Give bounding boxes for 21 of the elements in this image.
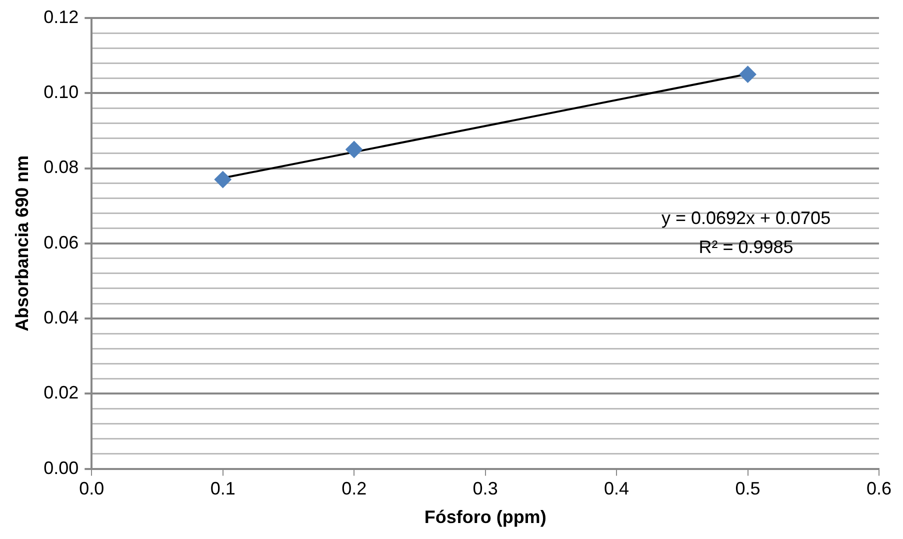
y-tick-label: 0.06	[44, 232, 79, 252]
x-tick-label: 0.4	[604, 478, 630, 499]
y-tick-label: 0.04	[44, 308, 79, 328]
point	[739, 66, 756, 83]
x-tick-label: 0.2	[342, 478, 367, 499]
y-tick-label: 0.08	[44, 157, 79, 178]
y-tick-label: 0.00	[44, 458, 79, 478]
x-tick-label: 0.5	[735, 478, 760, 499]
annotation: R² = 0.9985	[698, 236, 794, 257]
x-tick-label: 0.6	[866, 478, 892, 499]
x-tick-label: 0.1	[210, 478, 236, 499]
x-axis-title: Fósforo (ppm)	[424, 507, 546, 528]
y-axis-title: Absorbancia 690 nm	[12, 155, 32, 332]
point	[346, 140, 363, 158]
x-tick-label: 0.3	[472, 478, 498, 499]
y-tick-label: 0.12	[44, 6, 79, 27]
point	[214, 171, 232, 188]
annotation: y = 0.0692x + 0.0705	[661, 208, 831, 228]
y-tick-label: 0.02	[44, 382, 79, 403]
x-tick-label: 0.0	[79, 478, 104, 499]
y-tick-label: 0.10	[44, 82, 79, 102]
